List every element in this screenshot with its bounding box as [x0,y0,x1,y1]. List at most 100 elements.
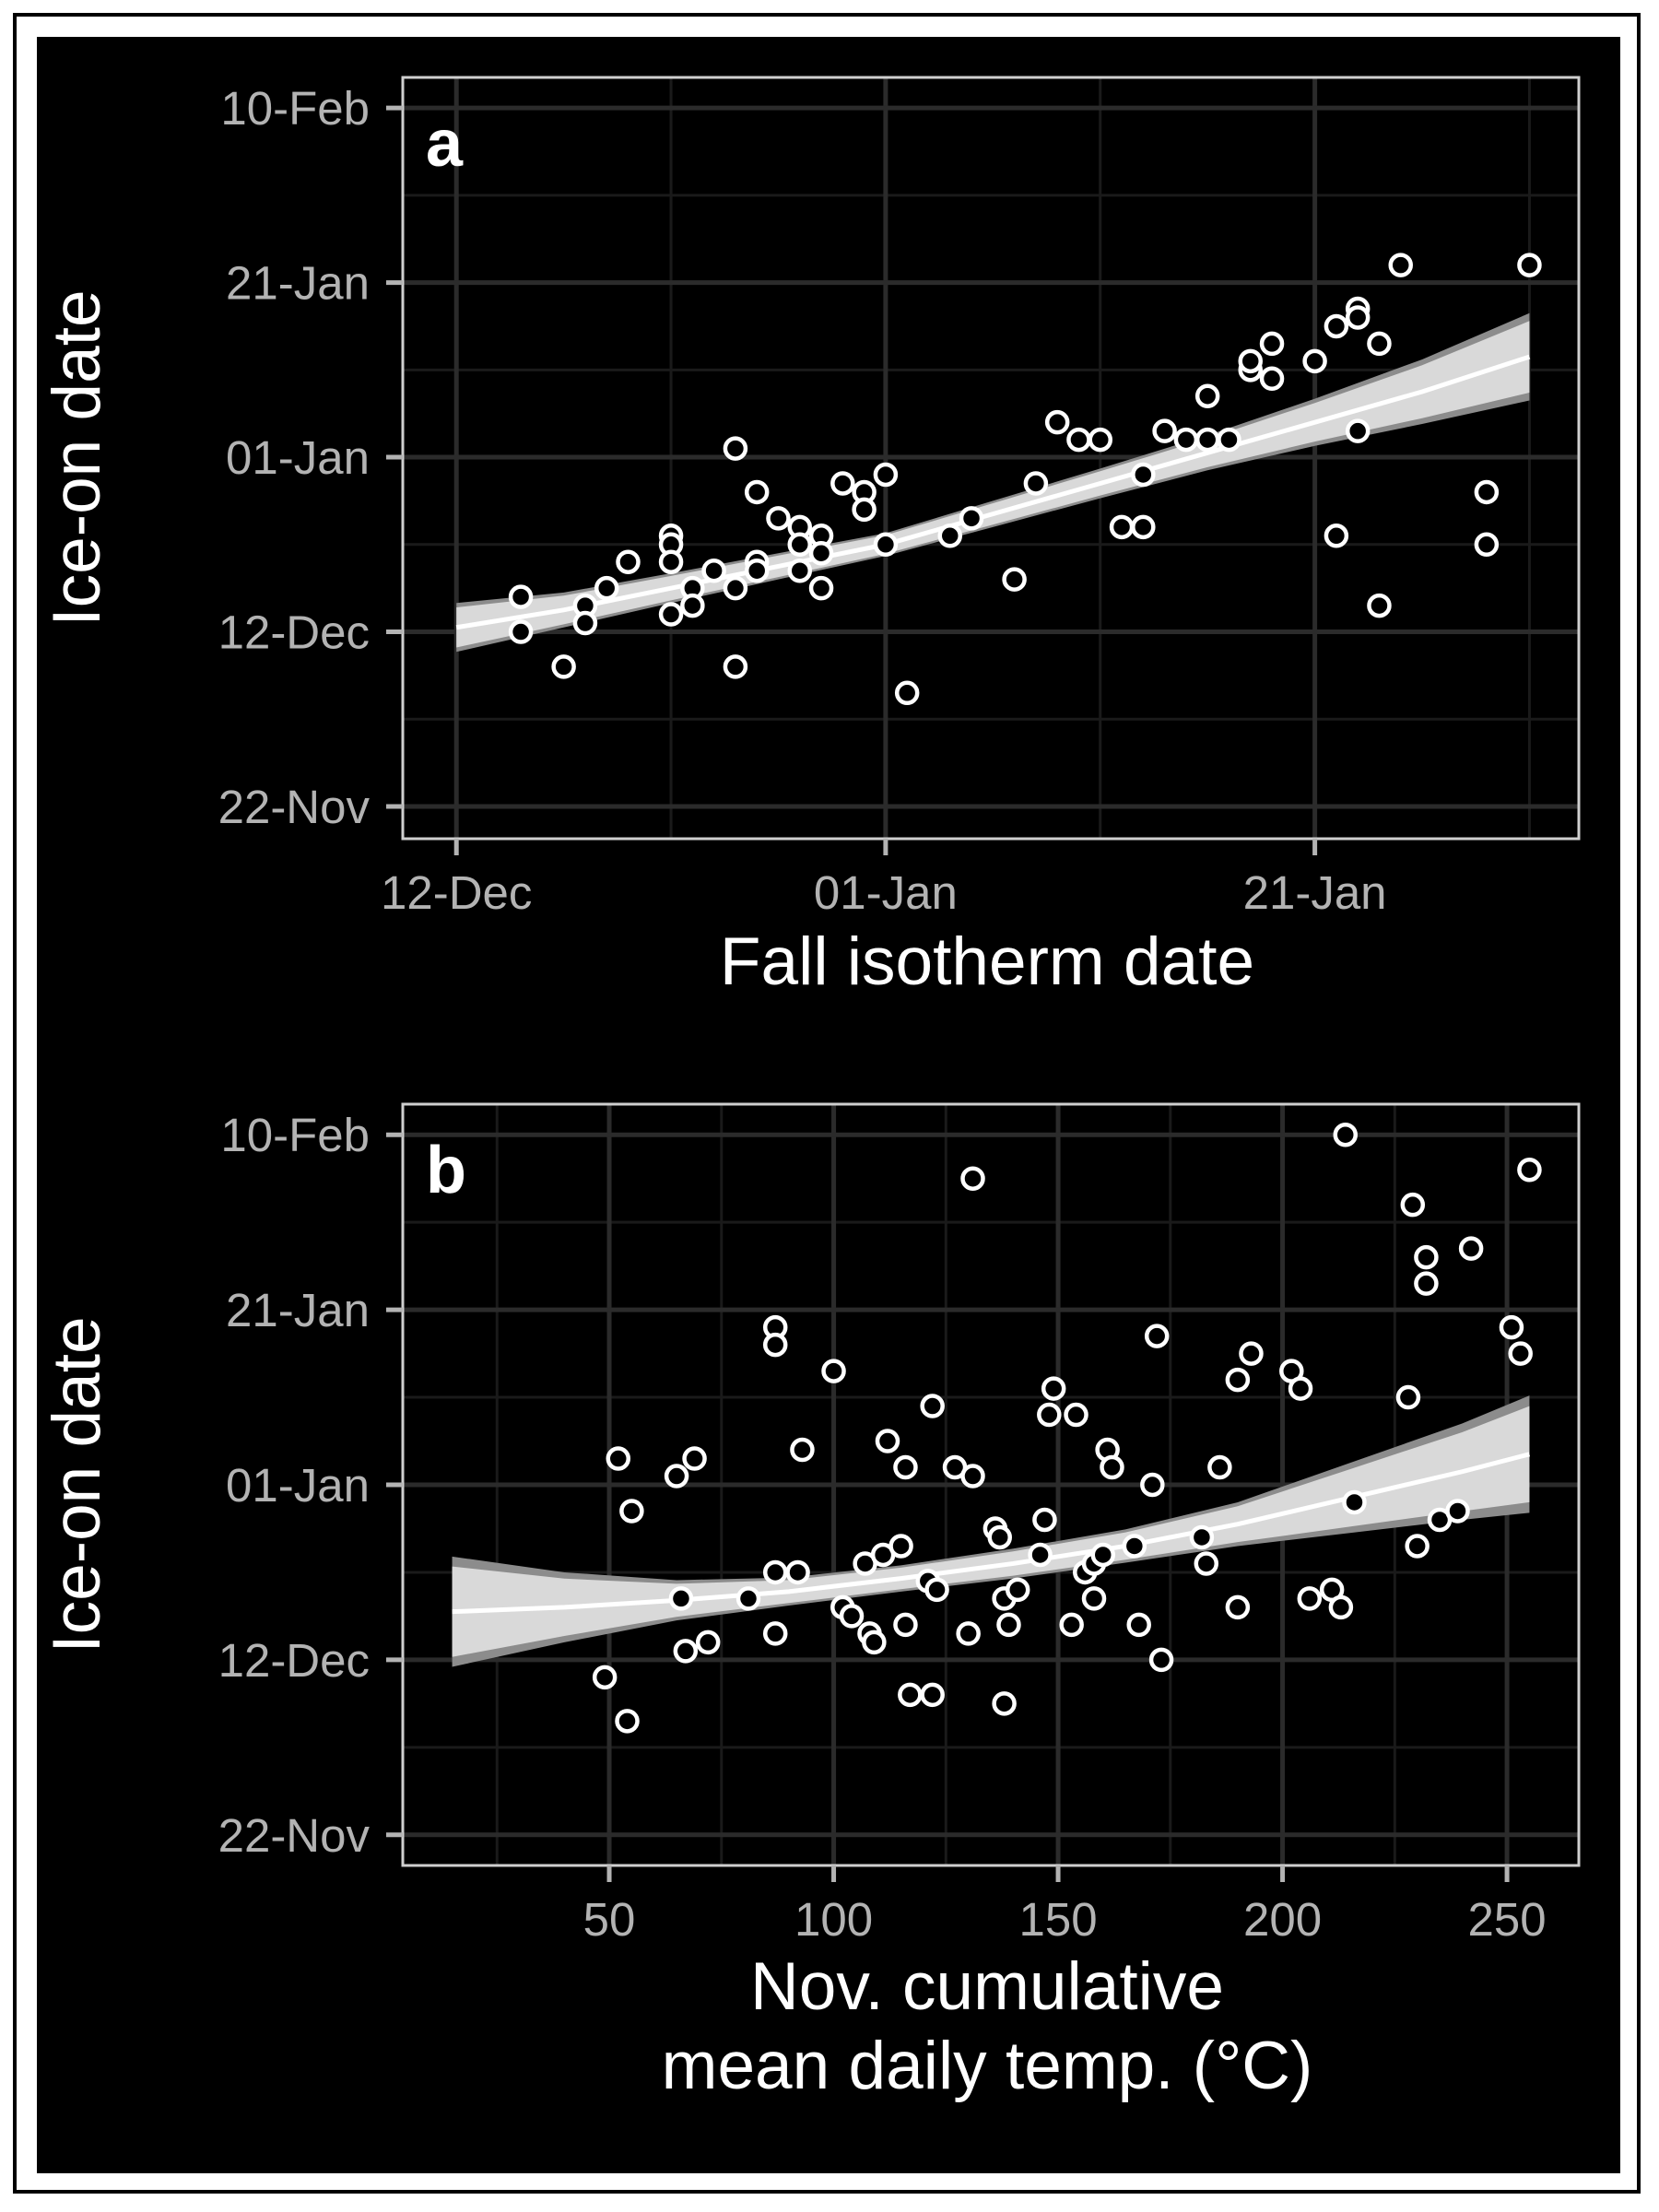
data-point [937,524,963,548]
data-point [723,654,748,679]
data-point [1225,1594,1251,1620]
data-point [987,1524,1012,1550]
data-point [762,1332,788,1358]
data-point [808,575,834,601]
data-point [1090,1542,1116,1568]
data-point [787,532,813,558]
data-point [1297,1586,1323,1611]
data-point [1028,1542,1053,1568]
data-point [1474,479,1500,505]
data-point [723,436,748,461]
data-point [1345,305,1371,330]
x-tick-label: 200 [1243,1893,1322,1946]
data-point [551,654,576,679]
data-point [682,1446,707,1471]
data-point [1324,524,1349,548]
data-point [996,1612,1021,1638]
data-point [992,1691,1017,1716]
data-point [1037,1402,1062,1428]
y-tick-label: 01-Jan [226,431,370,484]
data-point [1100,1454,1124,1480]
y-axis-title: Ice-on date [40,289,114,626]
data-point [898,1682,923,1708]
data-point [1499,1314,1524,1340]
data-point [1122,1534,1147,1559]
data-point [744,558,770,583]
data-point [1217,427,1241,453]
panel-label: b [426,1134,466,1207]
data-point [615,1709,640,1734]
panel-a-scatter-chart: 12-Dec 01-Jan 21-Jan22-Nov12-Dec01-Jan21-J… [40,76,1581,999]
data-point [920,1682,945,1708]
data-point [664,1464,689,1488]
data-point [894,680,920,706]
data-point [1345,418,1371,443]
x-axis-title: Fall isotherm date [720,924,1254,999]
data-point [960,1166,985,1191]
data-point [1333,1122,1358,1147]
x-tick-label: 100 [794,1893,873,1946]
fit-line [455,354,1531,630]
data-point [787,558,813,583]
data-point [1194,383,1220,408]
y-tick-label: 22-Nov [218,1809,371,1862]
data-point [821,1359,846,1383]
data-point [1238,348,1263,374]
data-point [1400,1192,1426,1218]
y-tick-label: 21-Jan [226,1284,370,1336]
data-point [680,593,705,618]
x-tick-label: 250 [1468,1893,1547,1946]
data-point [1395,1384,1421,1410]
data-point [1126,1612,1151,1638]
y-tick-label: 10-Feb [220,1109,370,1161]
data-point [658,602,684,627]
data-point [1131,462,1156,488]
y-tick-label: 12-Dec [218,606,370,659]
data-point [616,549,641,574]
data-point [960,1464,985,1488]
data-point [1109,514,1135,540]
data-point [1002,567,1027,592]
data-point [1041,1376,1066,1401]
data-point [1328,1594,1354,1620]
data-point [735,1586,761,1611]
x-tick-label: 150 [1019,1893,1098,1946]
x-tick-label: 21-Jan [1243,866,1387,919]
y-tick-label: 22-Nov [218,781,371,833]
data-point [508,584,534,609]
data-point [1044,409,1070,435]
data-point [924,1577,949,1603]
data-point [1140,1472,1165,1498]
data-point [658,549,684,574]
x-tick-label: 12-Dec [381,866,532,919]
data-point [1207,1454,1232,1480]
data-point [852,497,877,523]
panel-b-scatter-chart: 50 100 150 200 250 22-Nov 12-Dec 01-Jan 21-Jan 10… [40,1102,1581,2103]
data-point [888,1534,913,1559]
data-point [1152,418,1177,443]
x-axis-title-line: Fall isotherm date [720,924,1254,999]
data-point [744,479,770,505]
y-tick-label: 01-Jan [226,1459,370,1512]
data-point [959,506,984,531]
data-point [839,1604,865,1629]
data-point [893,1612,918,1638]
data-point [572,610,598,636]
data-point [1144,1324,1170,1348]
data-point [619,1499,644,1524]
data-point [956,1621,981,1646]
y-tick-label: 12-Dec [218,1634,370,1687]
data-point [1324,313,1349,339]
x-axis-title-line: mean daily temp. (°C) [662,2029,1313,2103]
data-points [508,253,1542,706]
data-point [1367,593,1392,618]
data-point [1239,1341,1264,1366]
confidence-band [452,1406,1530,1657]
y-tick-label: 21-Jan [226,257,370,310]
data-point [1508,1341,1533,1366]
data-point [762,1559,788,1585]
data-point [785,1559,810,1585]
data-point [592,1665,618,1690]
data-point [1023,471,1049,496]
data-point [893,1454,918,1480]
